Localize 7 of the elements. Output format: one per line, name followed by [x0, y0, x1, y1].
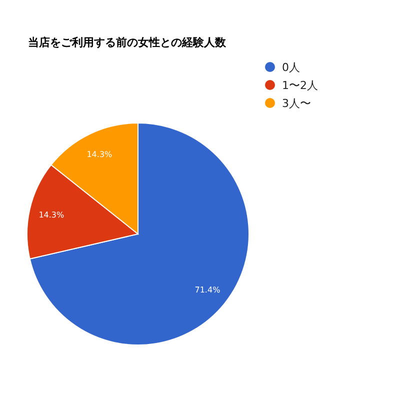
data-label: 14.3%: [38, 210, 64, 220]
data-label: 14.3%: [86, 150, 113, 160]
legend-label: 0人: [282, 61, 300, 74]
data-label: 71.4%: [194, 285, 221, 294]
legend-label: 1〜2人: [282, 79, 318, 92]
legend-label: 3人〜: [282, 97, 311, 110]
chart-title: 当店をご利用する前の女性との経験人数: [28, 36, 227, 49]
